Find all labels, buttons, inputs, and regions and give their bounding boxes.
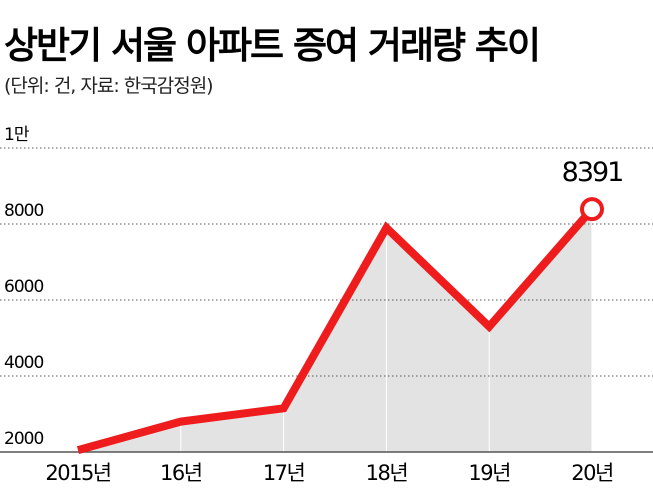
area bbox=[78, 209, 592, 452]
y-tick-label: 1만 bbox=[4, 125, 30, 145]
y-tick-label: 8000 bbox=[4, 201, 43, 221]
x-tick-label: 19년 bbox=[468, 461, 510, 485]
data-label: 8391 bbox=[562, 157, 623, 188]
y-tick-label: 4000 bbox=[4, 353, 43, 373]
y-tick-label: 6000 bbox=[4, 277, 43, 297]
x-tick-label: 16년 bbox=[160, 461, 202, 485]
x-tick-label: 2015년 bbox=[45, 461, 110, 485]
y-tick-label: 2000 bbox=[4, 429, 43, 449]
chart-title: 상반기 서울 아파트 증여 거래량 추이 bbox=[4, 24, 539, 67]
point-marker bbox=[580, 197, 604, 222]
x-tick-label: 18년 bbox=[366, 461, 408, 485]
line bbox=[76, 206, 596, 454]
x-tick-label: 20년 bbox=[571, 461, 613, 485]
x-tick-label: 17년 bbox=[263, 461, 305, 485]
chart-subtitle: (단위: 건, 자료: 한국감정원) bbox=[4, 75, 213, 97]
